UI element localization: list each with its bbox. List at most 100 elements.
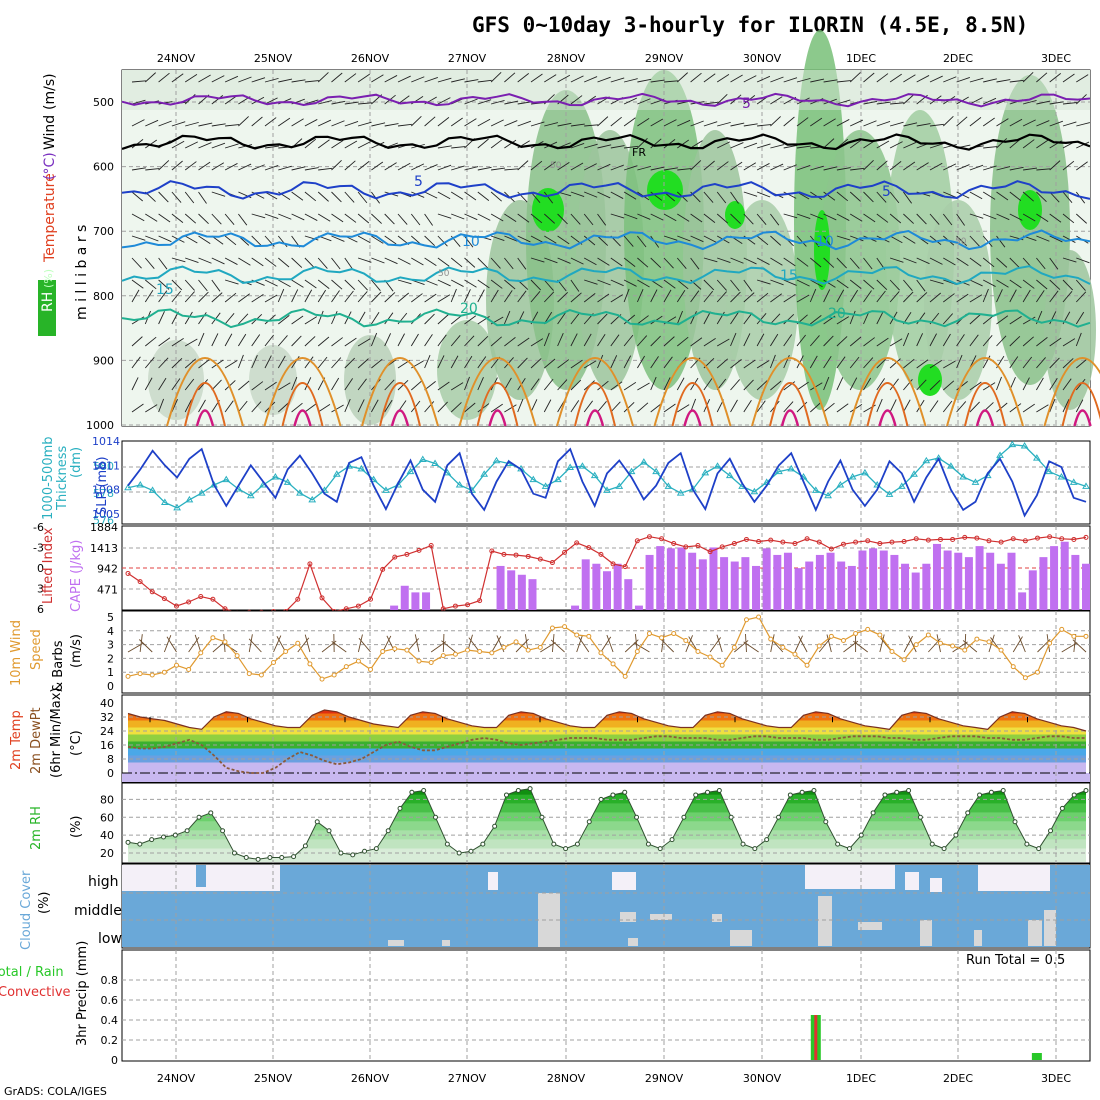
wind-barb	[517, 73, 530, 83]
wind-barb	[584, 124, 599, 127]
cloud-clear-high	[805, 865, 895, 889]
rh2m-point	[740, 841, 746, 847]
wind-barb	[663, 167, 678, 171]
wind-barb	[1062, 160, 1075, 171]
wind-barb	[264, 279, 278, 287]
wind-barb	[344, 121, 359, 127]
wind-barb	[171, 140, 185, 149]
wind-barb	[530, 257, 545, 263]
wind-barb	[623, 165, 638, 171]
wind-barb	[730, 74, 743, 83]
wind-barb	[211, 162, 225, 171]
wind-barb	[597, 163, 611, 171]
cape-bar	[975, 546, 984, 610]
cape-bar	[422, 592, 431, 610]
wind-barb	[942, 400, 953, 413]
wind10-point	[1022, 675, 1028, 681]
cape-bar	[688, 552, 697, 610]
wind-barb	[264, 191, 278, 200]
wind-barb	[451, 146, 466, 149]
wind-barb	[770, 163, 784, 171]
lifted-index-point	[174, 603, 180, 609]
wind-barb	[557, 333, 564, 347]
thickness-point	[406, 467, 415, 475]
wind-barb	[557, 359, 570, 369]
wind-barb	[317, 213, 331, 222]
wind-barb	[677, 404, 690, 413]
wind-barb	[889, 191, 900, 204]
wind-barb	[291, 213, 305, 221]
wind-barb	[583, 213, 594, 226]
wind-barb	[716, 161, 729, 171]
rh-core	[918, 364, 942, 396]
wind-barb	[637, 137, 648, 149]
wind-barb	[623, 213, 638, 220]
wind-barb	[703, 235, 717, 243]
temp-below-zero	[122, 773, 1090, 782]
wind-barb	[597, 293, 610, 303]
slp-panel-frame	[121, 440, 1091, 525]
rh-band	[128, 839, 1086, 849]
wind-barb	[996, 402, 1008, 413]
wind-barb	[464, 376, 470, 391]
wind-barb	[304, 99, 319, 105]
cape-bar	[847, 565, 856, 610]
wind-barb	[477, 356, 487, 369]
wind-barb	[690, 120, 704, 127]
wind-barb	[743, 333, 751, 347]
wind-barb	[743, 75, 757, 83]
wind-barb	[810, 257, 822, 268]
wind-barb	[397, 379, 409, 391]
wind-barb	[903, 235, 916, 244]
cloud-clear-low	[620, 912, 636, 922]
pressure-tick-label: 500	[93, 96, 114, 109]
wind-barb	[756, 333, 765, 347]
wind10-barb	[441, 640, 456, 653]
wind-barb	[570, 143, 585, 149]
wind-barb	[384, 213, 395, 225]
wind10-point	[404, 647, 410, 653]
wind-barb	[437, 213, 452, 219]
wind-barb	[304, 191, 317, 202]
contour-35-arch	[683, 409, 702, 427]
wind10-barb	[576, 634, 583, 653]
contour-30-arch	[769, 382, 811, 427]
wind-barb	[517, 398, 524, 413]
lifted-index-point	[901, 538, 907, 544]
wind-barb	[703, 290, 714, 303]
wind-barb	[371, 141, 385, 149]
wind-barb	[770, 116, 781, 127]
wind-barb	[530, 399, 538, 413]
thickness-point	[861, 468, 869, 476]
precip-tick-label: 0.2	[101, 1034, 119, 1047]
wind-barb	[982, 382, 996, 391]
wind-barb	[730, 312, 739, 325]
wind-barb	[676, 290, 686, 303]
cape-bar	[911, 572, 920, 610]
wind-barb	[1062, 213, 1075, 224]
lifted-index-point	[489, 548, 495, 554]
wind-barb	[557, 74, 571, 83]
pressure-tick-label: 700	[93, 225, 114, 238]
contour-35-arch	[488, 409, 507, 427]
wind-barb	[450, 334, 461, 347]
wind-barb	[836, 336, 848, 347]
wind-barb	[184, 191, 195, 204]
contour-25-arch	[361, 357, 439, 427]
wind10-barb	[273, 635, 282, 653]
wind-barb	[690, 257, 700, 270]
thickness-point	[885, 490, 894, 497]
wind10-barb	[357, 634, 363, 653]
thickness-point	[824, 491, 832, 499]
wind-barb	[942, 333, 951, 347]
wind10-barb	[606, 634, 614, 653]
wind-barb	[1062, 235, 1076, 243]
thickness-point	[185, 495, 194, 503]
wind-barb	[690, 140, 703, 149]
wind-barb	[557, 235, 570, 245]
wind-barb	[889, 358, 901, 369]
wind-barb	[943, 293, 955, 303]
wind-barb	[158, 311, 165, 325]
wind-barb	[903, 191, 912, 204]
